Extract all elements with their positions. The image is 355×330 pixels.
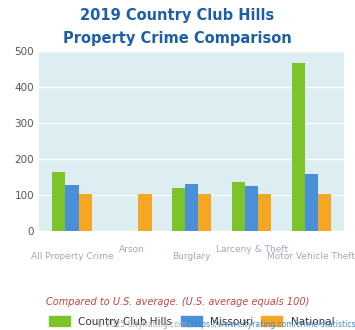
Text: Motor Vehicle Theft: Motor Vehicle Theft (267, 252, 355, 261)
Bar (138, 194, 152, 231)
Text: Arson: Arson (119, 245, 145, 254)
Bar (258, 194, 271, 231)
Legend: Country Club Hills, Missouri, National: Country Club Hills, Missouri, National (49, 316, 334, 326)
Bar (65, 185, 78, 231)
Bar (198, 194, 212, 231)
Text: Property Crime Comparison: Property Crime Comparison (63, 31, 292, 46)
Bar (292, 63, 305, 231)
Text: https://www.cityrating.com/crime-statistics/: https://www.cityrating.com/crime-statist… (190, 320, 355, 329)
Bar (305, 174, 318, 231)
Bar (245, 186, 258, 231)
Bar (232, 182, 245, 231)
Bar (172, 188, 185, 231)
Text: Burglary: Burglary (173, 252, 211, 261)
Text: Larceny & Theft: Larceny & Theft (215, 245, 288, 254)
Text: 2019 Country Club Hills: 2019 Country Club Hills (80, 8, 275, 23)
Text: © 2025 CityRating.com -: © 2025 CityRating.com - (96, 320, 193, 329)
Bar (318, 194, 331, 231)
Text: Compared to U.S. average. (U.S. average equals 100): Compared to U.S. average. (U.S. average … (46, 297, 309, 307)
Bar (78, 194, 92, 231)
Text: All Property Crime: All Property Crime (31, 252, 113, 261)
Bar (185, 183, 198, 231)
Bar (52, 172, 65, 231)
